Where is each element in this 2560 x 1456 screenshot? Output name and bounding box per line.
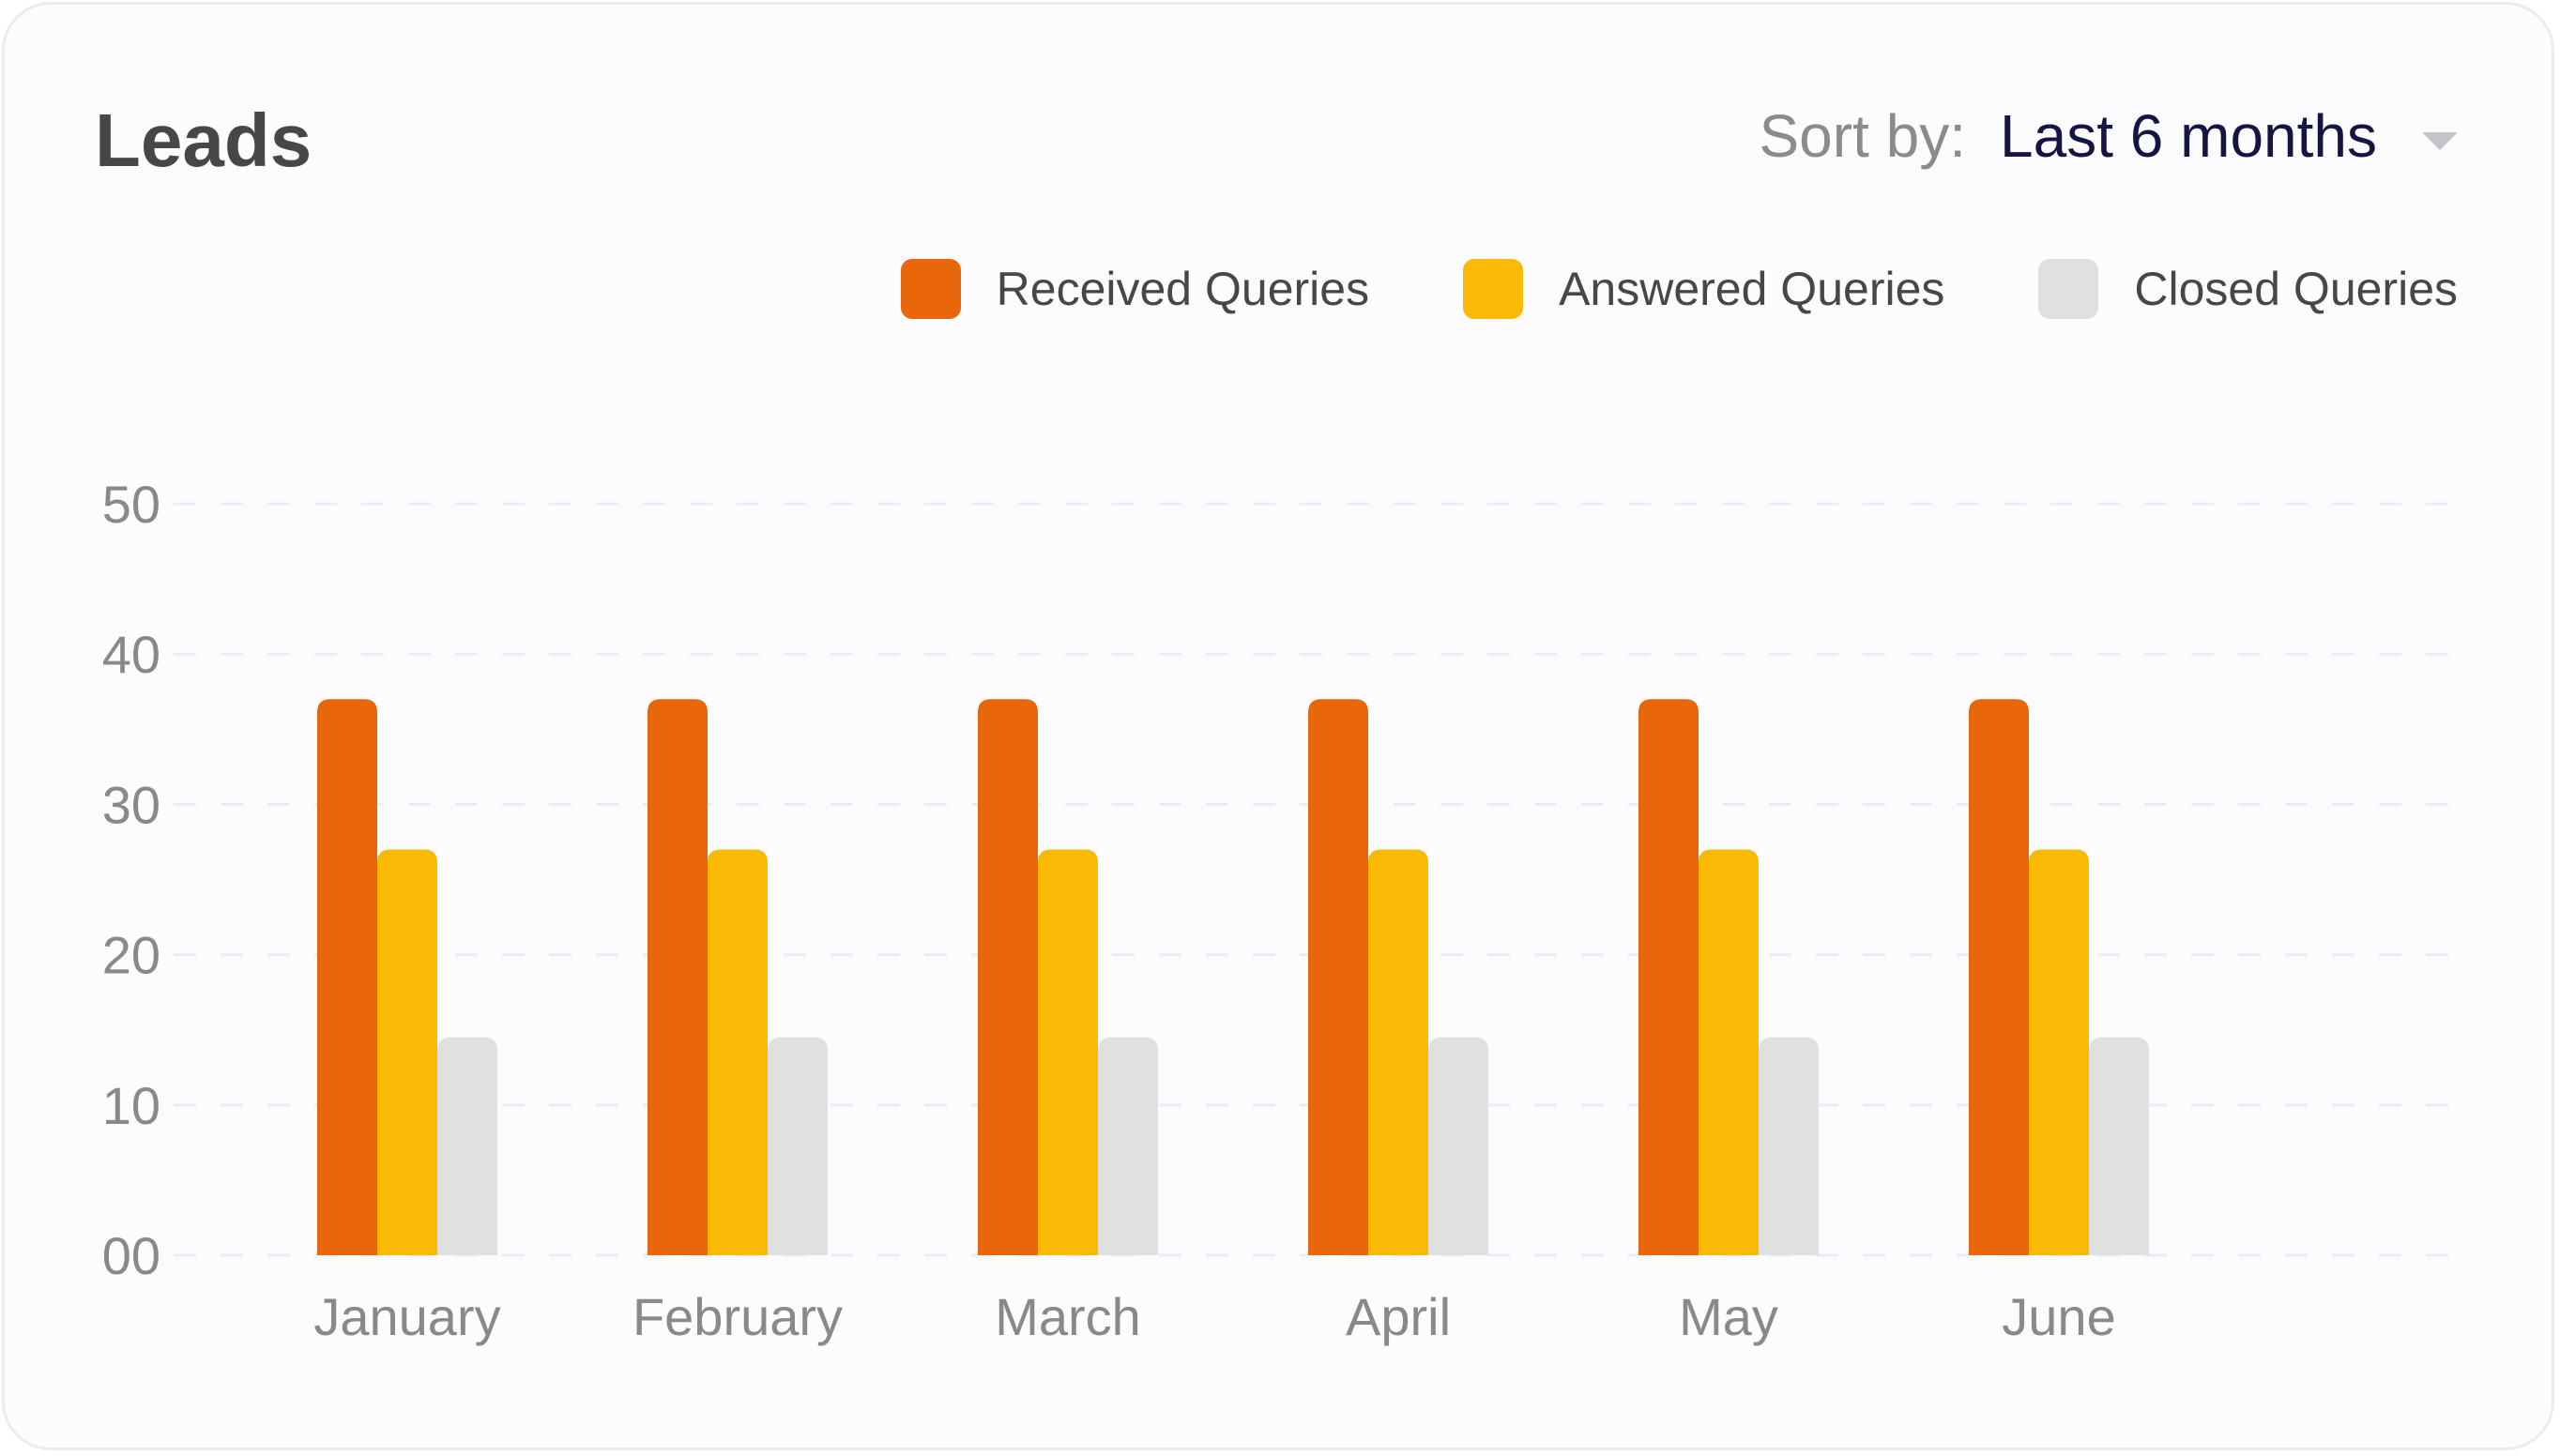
- legend-swatch-closed: [2038, 259, 2099, 319]
- legend-label-answered: Answered Queries: [1559, 263, 1945, 315]
- chevron-down-icon[interactable]: [2422, 131, 2458, 150]
- sort-value[interactable]: Last 6 months: [2000, 102, 2377, 170]
- bar-closed: [437, 1037, 497, 1255]
- y-tick-label: 30: [102, 775, 160, 834]
- x-tick-label: June: [2002, 1287, 2115, 1346]
- legend-swatch-received: [900, 259, 961, 319]
- bar-closed: [768, 1037, 828, 1255]
- bar-closed: [1759, 1037, 1819, 1255]
- legend-swatch-answered: [1463, 259, 1524, 319]
- legend-item-received: Received Queries: [900, 259, 1370, 319]
- y-tick-label: 20: [102, 926, 160, 985]
- bar-received: [1308, 699, 1368, 1255]
- x-tick-label: February: [632, 1287, 843, 1346]
- legend-item-answered: Answered Queries: [1463, 259, 1944, 319]
- sort-dropdown[interactable]: Sort by: Last 6 months: [1759, 99, 2458, 174]
- sort-label: Sort by:: [1759, 102, 1966, 170]
- bar-closed: [1428, 1037, 1488, 1255]
- legend-item-closed: Closed Queries: [2038, 259, 2458, 319]
- bar-received: [1969, 699, 2029, 1255]
- bar-answered: [377, 849, 437, 1255]
- x-tick-label: March: [995, 1287, 1141, 1346]
- bar-closed: [1098, 1037, 1158, 1255]
- x-tick-label: April: [1346, 1287, 1451, 1346]
- bar-received: [648, 699, 708, 1255]
- bar-closed: [2089, 1037, 2149, 1255]
- bar-answered: [1368, 849, 1428, 1255]
- bar-received: [978, 699, 1038, 1255]
- chart-legend: Received Queries Answered Queries Closed…: [900, 258, 2458, 320]
- bar-answered: [2029, 849, 2089, 1255]
- bar-answered: [1038, 849, 1098, 1255]
- y-tick-label: 00: [102, 1226, 160, 1285]
- bar-answered: [708, 849, 768, 1255]
- legend-label-received: Received Queries: [996, 263, 1370, 315]
- bar-received: [1638, 699, 1699, 1255]
- card-title: Leads: [95, 99, 312, 182]
- y-tick-label: 40: [102, 625, 160, 684]
- bar-answered: [1699, 849, 1759, 1255]
- x-tick-label: May: [1679, 1287, 1778, 1346]
- y-tick-label: 50: [102, 475, 160, 534]
- bar-received: [317, 699, 377, 1255]
- y-tick-label: 10: [102, 1076, 160, 1135]
- x-tick-label: January: [313, 1287, 500, 1346]
- bar-chart: 00 10 20 30 40 50 January February March April May…: [102, 475, 2473, 1346]
- legend-label-closed: Closed Queries: [2134, 263, 2458, 315]
